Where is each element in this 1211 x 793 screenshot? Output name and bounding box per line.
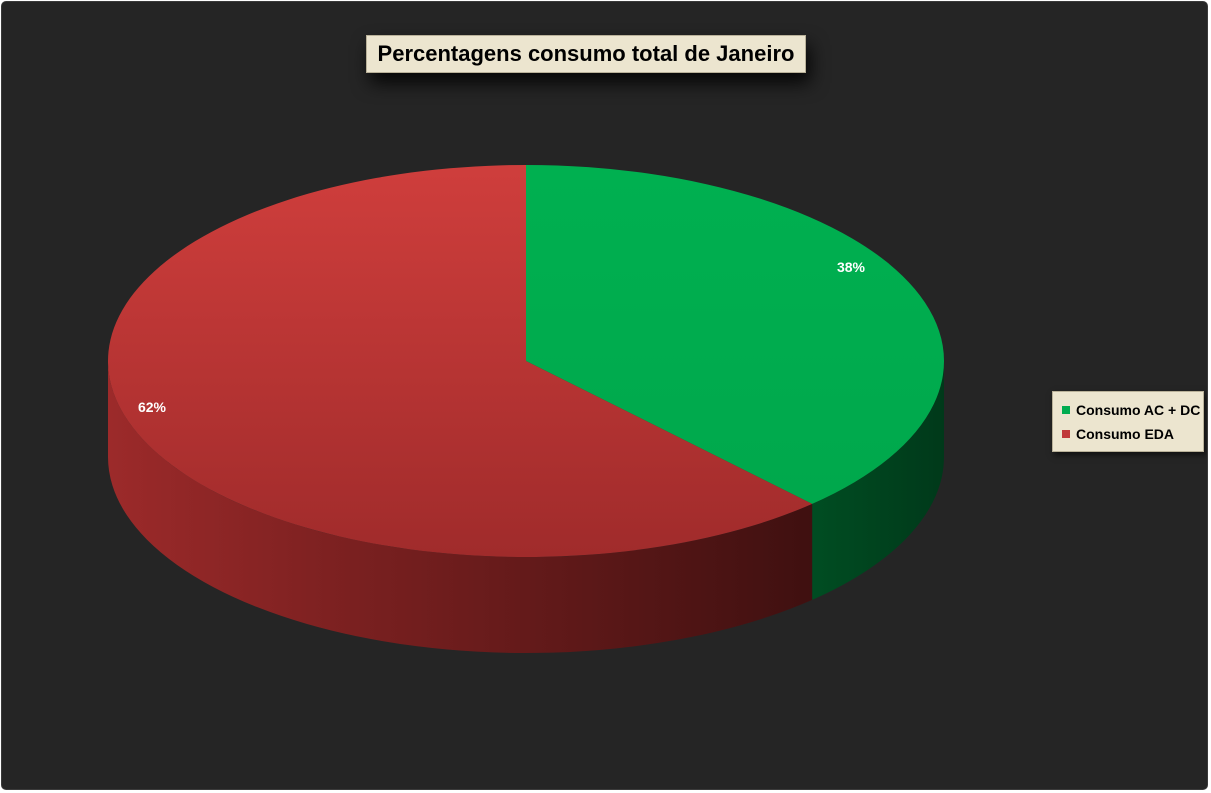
legend-swatch-eda — [1062, 430, 1070, 438]
legend: Consumo AC + DC Consumo EDA — [1052, 391, 1204, 452]
chart-title: Percentagens consumo total de Janeiro — [366, 35, 806, 73]
pie-slice-ac-dc — [526, 165, 945, 504]
legend-label-ac-dc: Consumo AC + DC — [1076, 402, 1201, 418]
data-label-eda: 62% — [138, 399, 167, 415]
legend-item-eda: Consumo EDA — [1062, 422, 1203, 446]
pie-side-eda — [108, 361, 813, 654]
data-label-ac-dc: 38% — [837, 259, 866, 275]
pie-side-ac-dc — [812, 361, 944, 600]
legend-item-ac-dc: Consumo AC + DC — [1062, 398, 1203, 422]
pie-slice-eda — [108, 165, 813, 557]
legend-swatch-ac-dc — [1062, 406, 1070, 414]
legend-label-eda: Consumo EDA — [1076, 426, 1174, 442]
